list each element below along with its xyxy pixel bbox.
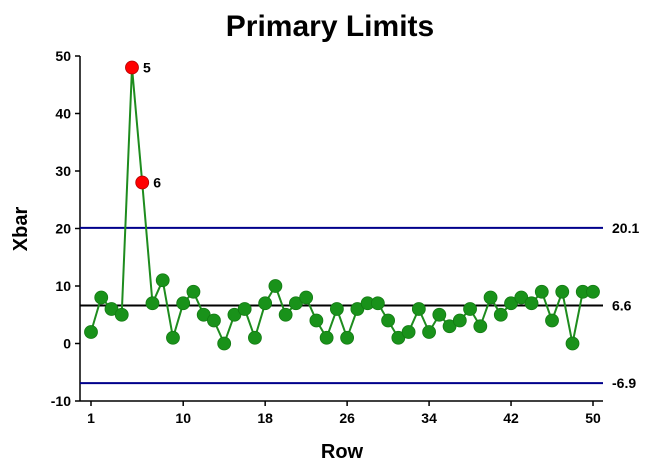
data-point: [207, 313, 221, 328]
data-point: [237, 302, 252, 316]
data-point: [248, 330, 262, 345]
data-point: [411, 302, 426, 316]
data-point: [524, 296, 539, 311]
y-tick-label: -10: [51, 393, 71, 409]
x-tick-label: 42: [503, 410, 519, 426]
data-point: [155, 273, 170, 288]
data-point: [432, 307, 447, 322]
y-tick-label: 10: [55, 278, 71, 294]
data-point: [381, 313, 396, 328]
data-point: [186, 284, 201, 299]
data-point: [176, 296, 191, 311]
data-point: [534, 284, 549, 299]
data-point: [166, 330, 180, 345]
out-of-control-point: [135, 175, 150, 190]
chart-title: Primary Limits: [226, 10, 434, 43]
y-tick-label: 30: [55, 163, 71, 179]
x-tick-label: 26: [339, 410, 355, 426]
center-line-label: 6.6: [612, 298, 632, 314]
data-point: [84, 325, 98, 339]
data-point: [278, 307, 293, 322]
data-point: [319, 330, 334, 345]
data-point: [545, 313, 559, 328]
out-of-control-point-label: 5: [143, 60, 151, 76]
data-point: [555, 284, 570, 299]
y-axis-title: Xbar: [10, 207, 32, 252]
data-point: [463, 302, 477, 316]
data-point: [473, 319, 488, 334]
data-point: [370, 296, 385, 311]
data-point: [94, 290, 109, 305]
data-point: [565, 336, 580, 351]
data-point: [309, 313, 324, 328]
x-tick-label: 34: [421, 410, 437, 426]
data-point: [422, 325, 436, 339]
data-point: [329, 302, 344, 316]
x-tick-label: 1: [87, 410, 95, 426]
data-point: [493, 307, 508, 322]
x-axis-title: Row: [321, 441, 364, 463]
data-point: [258, 296, 273, 311]
y-tick-label: 50: [55, 48, 71, 64]
y-tick-label: 20: [55, 221, 71, 237]
data-point: [217, 336, 232, 351]
data-point: [145, 296, 160, 311]
data-point: [114, 307, 129, 322]
x-tick-label: 50: [585, 410, 601, 426]
out-of-control-point-label: 6: [153, 175, 161, 191]
y-tick-label: 0: [63, 336, 71, 352]
data-point: [401, 325, 416, 339]
y-tick-label: 40: [55, 106, 71, 122]
data-point: [268, 279, 283, 293]
data-point: [452, 313, 467, 328]
data-point: [340, 330, 355, 345]
data-point: [586, 284, 600, 299]
x-tick-label: 10: [175, 410, 191, 426]
plot-area: -10 0 10 20 30 40 50 1 10 18 26 34 42 50 20.1 6.6 -6.9 5 6: [51, 48, 640, 426]
x-tick-label: 18: [257, 410, 273, 426]
lower-control-limit-label: -6.9: [612, 375, 636, 391]
upper-control-limit-label: 20.1: [612, 220, 639, 236]
out-of-control-point: [125, 60, 139, 75]
data-point: [299, 290, 314, 305]
data-point: [483, 290, 498, 305]
